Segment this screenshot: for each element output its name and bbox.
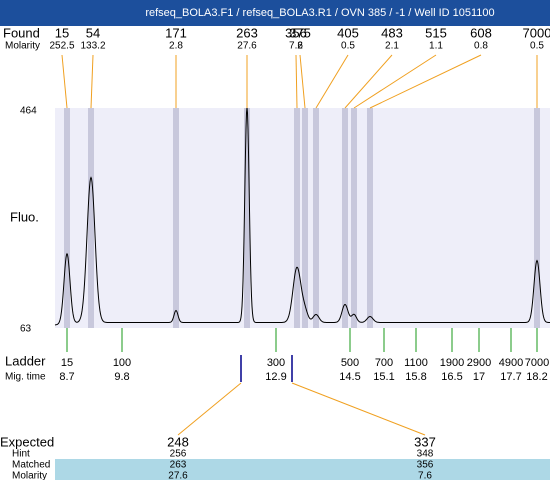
mig-time: 14.5 [339, 371, 360, 383]
expected-value: 7.6 [418, 471, 432, 480]
peak-band [302, 108, 308, 328]
expected-value: 337 [414, 434, 436, 449]
ladder-size: 1900 [440, 357, 464, 369]
peak-band [313, 108, 319, 328]
peak-band [64, 108, 70, 328]
axis-min: 63 [20, 324, 32, 335]
found-molarity: 0.8 [474, 41, 488, 52]
found-molarity: 2.1 [385, 41, 399, 52]
axis-label: Fluo. [10, 209, 39, 224]
found-molarity: 133.2 [80, 41, 105, 52]
ladder-size: 15 [61, 357, 73, 369]
molarity-label: Molarity [5, 41, 40, 52]
ladder-size: 1100 [404, 357, 428, 369]
expected-link [177, 382, 242, 436]
ladder-size: 300 [267, 357, 285, 369]
found-size: 7000 [523, 25, 550, 40]
expected-row-label: Molarity [12, 471, 47, 480]
found-molarity: 1.1 [429, 41, 443, 52]
expected-row-label: Hint [12, 449, 30, 460]
peak-link [315, 54, 349, 109]
found-size: 356 [285, 25, 307, 40]
matched-band [55, 459, 550, 480]
peak-link [369, 54, 482, 109]
expected-row-label: Expected [0, 434, 54, 449]
ladder-size: 100 [113, 357, 131, 369]
expected-value: 356 [417, 460, 434, 471]
mig-time: 17.7 [500, 371, 521, 383]
found-molarity: 0.5 [341, 41, 355, 52]
mig-time: 16.5 [441, 371, 462, 383]
found-size: 171 [165, 25, 187, 40]
title: refseq_BOLA3.F1 / refseq_BOLA3.R1 / OVN … [145, 7, 494, 19]
trace [54, 107, 550, 326]
peak-band [173, 108, 179, 328]
mig-time: 12.9 [265, 371, 286, 383]
expected-value: 348 [417, 449, 434, 460]
mig-time: 15.1 [373, 371, 394, 383]
peak-link [61, 54, 68, 109]
expected-row-label: Matched [12, 460, 50, 471]
peak-band [244, 108, 250, 328]
axis-max: 464 [20, 106, 37, 117]
peak-band [88, 108, 94, 328]
expected-value: 248 [167, 434, 189, 449]
peak-link [344, 54, 393, 109]
peak-link [353, 54, 437, 109]
expected-value: 27.6 [168, 471, 188, 480]
mig-time: 9.8 [114, 371, 129, 383]
expected-value: 263 [170, 460, 187, 471]
ladder-label: Ladder [5, 353, 46, 368]
found-size: 54 [86, 25, 100, 40]
found-label: Found [3, 25, 40, 40]
peak-link [295, 54, 298, 109]
ladder-size: 500 [341, 357, 359, 369]
found-size: 608 [470, 25, 492, 40]
found-size: 375 [289, 25, 311, 40]
found-molarity: 7.6 [289, 41, 303, 52]
found-molarity: 2.8 [169, 41, 183, 52]
peak-band [294, 108, 300, 328]
peak-link [90, 54, 94, 109]
mig-time: 18.2 [526, 371, 547, 383]
expected-value: 256 [170, 449, 187, 460]
ladder-size: 2900 [467, 357, 491, 369]
mig-time: 17 [473, 371, 485, 383]
ladder-size: 700 [375, 357, 393, 369]
found-molarity: 27.6 [237, 41, 257, 52]
mig-time: 8.7 [59, 371, 74, 383]
found-molarity: 0.5 [530, 41, 544, 52]
found-size: 263 [236, 25, 258, 40]
peak-band [342, 108, 348, 328]
ladder-size: 4900 [499, 357, 523, 369]
ladder-size: 7000 [525, 357, 549, 369]
found-size: 483 [381, 25, 403, 40]
mig-time-label: Mig. time [5, 372, 46, 383]
peak-link [299, 54, 306, 109]
peak-band [367, 108, 373, 328]
peak-band [534, 108, 540, 328]
found-size: 15 [55, 25, 69, 40]
found-molarity: 2 [297, 41, 303, 52]
mig-time: 15.8 [405, 371, 426, 383]
found-molarity: 252.5 [49, 41, 74, 52]
found-size: 515 [425, 25, 447, 40]
found-size: 405 [337, 25, 359, 40]
title-bar [0, 0, 550, 26]
peak-band [351, 108, 357, 328]
expected-link [291, 382, 426, 436]
